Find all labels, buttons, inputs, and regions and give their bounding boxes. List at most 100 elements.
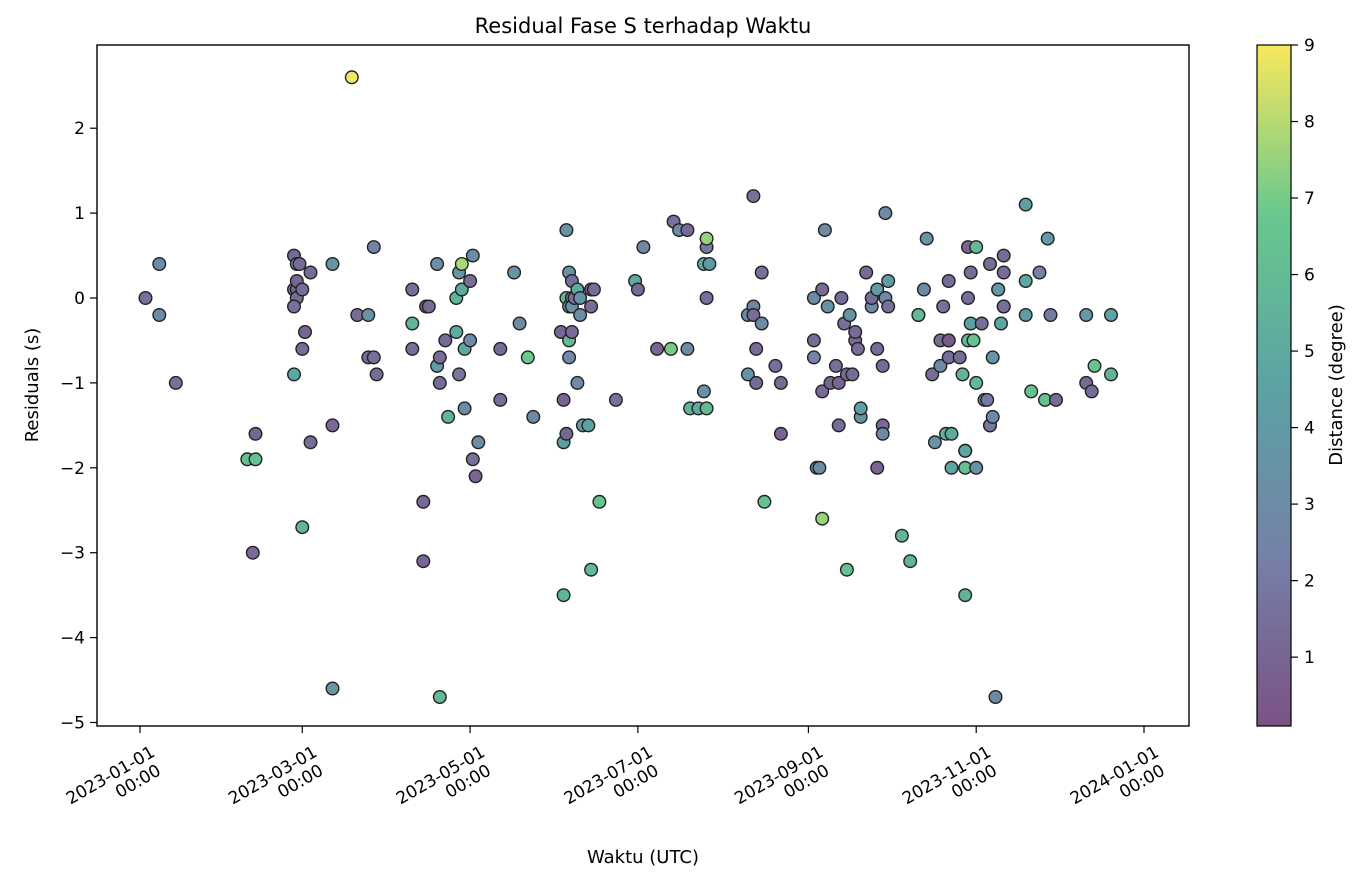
data-point [881,274,896,289]
y-tick-label: −3 [60,544,85,564]
data-point [592,494,607,509]
data-point [457,401,472,416]
colorbar-tick-label: 2 [1304,572,1315,592]
data-point [916,282,931,297]
data-point [493,341,508,356]
data-point [806,333,821,348]
data-point [699,291,714,306]
colorbar-tick-label: 3 [1304,495,1315,515]
data-point [454,257,469,272]
data-point [853,401,868,416]
data-point [650,341,665,356]
data-point [870,460,885,475]
plot-frame [96,44,1190,727]
data-point [831,418,846,433]
data-point [996,299,1011,314]
data-point [680,223,695,238]
data-point [961,291,976,306]
data-point [1043,308,1058,323]
data-point [292,257,307,272]
x-tick-label: 2023-01-0100:00 [63,742,168,825]
x-tick-label: 2023-05-0100:00 [393,742,498,825]
data-point [881,299,896,314]
data-point [562,350,577,365]
data-point [812,460,827,475]
data-point [1018,197,1033,212]
colorbar-tick-label: 4 [1304,419,1315,439]
data-point [859,265,874,280]
data-point [366,350,381,365]
data-point [702,257,717,272]
data-point [919,231,934,246]
y-tick-label: 2 [74,119,85,139]
data-point [806,350,821,365]
data-point [295,282,310,297]
data-point [985,409,1000,424]
data-point [512,316,527,331]
data-point [152,257,167,272]
data-point [556,392,571,407]
data-point [820,299,835,314]
data-point [325,418,340,433]
data-point [295,520,310,535]
data-point [974,316,989,331]
data-point [1103,308,1118,323]
data-point [584,299,599,314]
data-point [773,426,788,441]
data-point [1018,308,1033,323]
data-point [430,257,445,272]
data-point [768,358,783,373]
data-point [996,248,1011,263]
x-tick-label: 2023-09-0100:00 [731,742,836,825]
chart-title: Residual Fase S terhadap Waktu [475,14,812,38]
data-point [875,358,890,373]
y-tick-label: 0 [74,289,85,309]
data-point [696,384,711,399]
data-point [454,282,469,297]
x-tick-label: 2023-03-0100:00 [225,742,330,825]
data-point [988,690,1003,705]
data-point [894,528,909,543]
data-point [749,341,764,356]
data-point [520,350,535,365]
data-point [138,291,153,306]
data-point [168,375,183,390]
data-point [581,418,596,433]
data-point [941,333,956,348]
data-point [449,325,464,340]
data-point [773,375,788,390]
data-point [438,333,453,348]
data-point [966,333,981,348]
data-point [471,435,486,450]
data-point [584,562,599,577]
data-point [980,392,995,407]
data-point [507,265,522,280]
data-point [586,282,601,297]
data-point [1084,384,1099,399]
data-point [870,282,885,297]
data-point [817,223,832,238]
data-point [248,452,263,467]
data-point [1079,308,1094,323]
data-point [573,308,588,323]
colorbar-tick-label: 9 [1304,36,1315,56]
data-point [493,392,508,407]
data-point [608,392,623,407]
data-point [303,265,318,280]
data-point [432,690,447,705]
data-point [663,341,678,356]
data-point [526,409,541,424]
data-point [936,299,951,314]
data-point [303,435,318,450]
colorbar-tick-label: 1 [1304,648,1315,668]
data-point [248,426,263,441]
colorbar-tick-label: 7 [1304,189,1315,209]
data-point [746,189,761,204]
data-point [994,316,1009,331]
data-point [757,494,772,509]
data-point [828,358,843,373]
data-point [746,308,761,323]
data-point [878,206,893,221]
data-point [573,291,588,306]
data-point [815,282,830,297]
